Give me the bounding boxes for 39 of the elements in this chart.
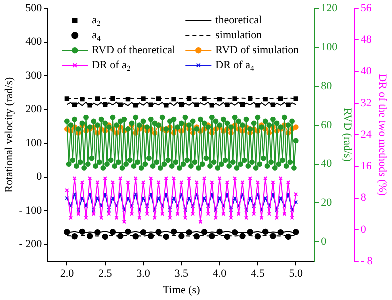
y3-axis-title: DR of the two methods (%) (376, 74, 389, 196)
y2-tick-label: 120 (321, 2, 338, 14)
y3-tick-label: 16 (360, 160, 372, 173)
y3-tick-label: 56 (360, 2, 372, 14)
y2-tick-label: 80 (321, 80, 333, 92)
legend-label: RVD of theoretical (92, 44, 176, 56)
legend-label: theoretical (216, 14, 262, 26)
legend-label: simulation (216, 29, 263, 42)
y-tick-label: 500 (26, 2, 43, 14)
y2-tick-label: 40 (321, 158, 333, 170)
y3-tick-label: - 8 (360, 255, 374, 268)
x-tick-label: 5.0 (289, 268, 304, 280)
y-tick-label: - 100 (19, 204, 43, 217)
x-tick-label: 2.0 (60, 268, 75, 280)
y-tick-label: 400 (26, 36, 43, 48)
y2-axis-title: RVD (rad/s) (341, 108, 354, 162)
y3-tick-label: 48 (360, 34, 372, 46)
y-tick-label: 0 (36, 171, 43, 184)
x-tick-label: 3.0 (136, 268, 151, 280)
y2-tick-label: 20 (321, 197, 333, 210)
y3-tick-label: 40 (360, 66, 372, 78)
x-tick-label: 3.5 (174, 268, 190, 280)
y3-tick-label: 32 (360, 97, 372, 110)
y3-tick-label: 0 (360, 224, 367, 236)
y-axis-title: Rotational velocity (rad/s) (3, 77, 16, 193)
x-tick-label: 4.0 (212, 268, 228, 280)
y2-tick-label: 100 (321, 41, 338, 54)
y-tick-label: - 200 (19, 238, 43, 251)
y2-tick-label: 0 (321, 236, 328, 248)
y-tick-label: 100 (26, 137, 43, 150)
y3-tick-label: 24 (360, 128, 372, 141)
x-tick-label: 4.5 (251, 268, 266, 280)
y3-tick-label: 8 (360, 192, 367, 204)
x-tick-label: 2.5 (98, 268, 113, 280)
y-tick-label: 200 (26, 104, 43, 116)
legend-label: RVD of simulation (216, 44, 300, 56)
x-axis-title: Time (s) (163, 284, 201, 296)
y-tick-label: 300 (26, 70, 43, 82)
y2-tick-label: 60 (321, 119, 333, 132)
